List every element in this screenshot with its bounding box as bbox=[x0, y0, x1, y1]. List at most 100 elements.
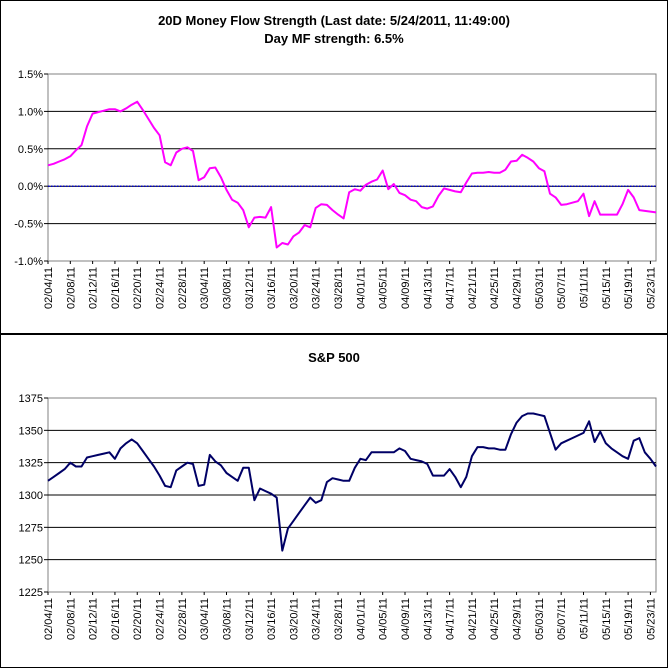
data-point bbox=[538, 167, 540, 169]
data-point bbox=[153, 466, 155, 468]
data-point bbox=[337, 214, 339, 216]
x-tick-label: 04/01/11 bbox=[355, 598, 367, 640]
x-tick-label: 03/28/11 bbox=[333, 598, 345, 640]
data-point bbox=[426, 463, 428, 465]
x-tick-label: 05/07/11 bbox=[556, 267, 568, 309]
data-point bbox=[270, 493, 272, 495]
data-point bbox=[560, 442, 562, 444]
data-point bbox=[393, 183, 395, 185]
data-point bbox=[532, 413, 534, 415]
data-point bbox=[86, 457, 88, 459]
data-point bbox=[108, 108, 110, 110]
x-tick-label: 04/29/11 bbox=[512, 598, 524, 640]
data-point bbox=[638, 437, 640, 439]
x-tick-label: 02/16/11 bbox=[110, 598, 122, 640]
data-point bbox=[298, 232, 300, 234]
y-tick-label: 0.0% bbox=[18, 181, 43, 193]
y-tick-label: 1.5% bbox=[18, 69, 43, 81]
data-point bbox=[521, 154, 523, 156]
data-point bbox=[203, 176, 205, 178]
data-point bbox=[449, 189, 451, 191]
data-point bbox=[499, 172, 501, 174]
data-point bbox=[638, 209, 640, 211]
data-point bbox=[477, 172, 479, 174]
data-point bbox=[315, 502, 317, 504]
data-point bbox=[359, 458, 361, 460]
data-point bbox=[543, 415, 545, 417]
data-point bbox=[432, 475, 434, 477]
data-point bbox=[69, 155, 71, 157]
data-point bbox=[577, 435, 579, 437]
data-point bbox=[488, 447, 490, 449]
data-point bbox=[549, 193, 551, 195]
y-tick-label: 1325 bbox=[19, 458, 43, 470]
data-point bbox=[164, 161, 166, 163]
data-point bbox=[320, 499, 322, 501]
x-tick-label: 05/15/11 bbox=[601, 598, 613, 640]
data-point bbox=[348, 480, 350, 482]
data-point bbox=[86, 125, 88, 127]
y-tick-label: -0.5% bbox=[14, 219, 43, 231]
data-point bbox=[566, 203, 568, 205]
data-point bbox=[97, 454, 99, 456]
data-point bbox=[175, 152, 177, 154]
data-point bbox=[220, 464, 222, 466]
data-point bbox=[292, 235, 294, 237]
data-point bbox=[521, 415, 523, 417]
chart-title: 20D Money Flow Strength (Last date: 5/24… bbox=[158, 13, 510, 28]
sp500-panel: S&P 500 1375 1350 1325 1300 1275 1250 1225 02/0… bbox=[1, 335, 667, 667]
data-point bbox=[454, 476, 456, 478]
data-point bbox=[337, 479, 339, 481]
data-point bbox=[616, 214, 618, 216]
data-point bbox=[242, 467, 244, 469]
data-point bbox=[343, 217, 345, 219]
x-tick-label: 02/28/11 bbox=[177, 598, 189, 640]
money-flow-chart: 1.5% 1.0% 0.5% 0.0% -0.5% -1.0%02/04/11 02/08/… bbox=[14, 69, 657, 309]
data-point bbox=[516, 160, 518, 162]
data-point bbox=[142, 450, 144, 452]
chart-subtitle: Day MF strength: 6.5% bbox=[264, 31, 404, 46]
data-point bbox=[276, 247, 278, 249]
money-flow-panel: 20D Money Flow Strength (Last date: 5/24… bbox=[1, 1, 667, 335]
data-point bbox=[599, 431, 601, 433]
data-point bbox=[242, 209, 244, 211]
x-tick-label: 02/04/11 bbox=[43, 598, 55, 640]
data-point bbox=[253, 217, 255, 219]
data-point bbox=[605, 214, 607, 216]
data-point bbox=[53, 163, 55, 165]
data-point bbox=[131, 104, 133, 106]
x-tick-label: 04/21/11 bbox=[467, 267, 479, 309]
data-point bbox=[627, 189, 629, 191]
x-tick-label: 04/09/11 bbox=[400, 267, 412, 309]
data-point bbox=[170, 486, 172, 488]
y-tick-label: 1300 bbox=[19, 490, 43, 502]
data-point bbox=[253, 499, 255, 501]
x-tick-label: 03/08/11 bbox=[221, 598, 233, 640]
x-tick-label: 03/12/11 bbox=[244, 267, 256, 309]
x-tick-label: 02/12/11 bbox=[88, 598, 100, 640]
data-point bbox=[393, 451, 395, 453]
data-point bbox=[421, 206, 423, 208]
data-point bbox=[142, 109, 144, 111]
x-tick-label: 05/11/11 bbox=[578, 598, 590, 639]
data-point bbox=[75, 149, 77, 151]
data-point bbox=[326, 204, 328, 206]
data-point bbox=[543, 170, 545, 172]
data-point bbox=[655, 466, 657, 468]
x-tick-label: 03/20/11 bbox=[288, 267, 300, 309]
data-point bbox=[81, 144, 83, 146]
data-point bbox=[231, 199, 233, 201]
data-point bbox=[287, 244, 289, 246]
data-point bbox=[248, 226, 250, 228]
data-point bbox=[92, 113, 94, 115]
data-point bbox=[186, 146, 188, 148]
data-point bbox=[432, 205, 434, 207]
data-point bbox=[332, 477, 334, 479]
x-tick-label: 02/16/11 bbox=[110, 267, 122, 309]
data-point bbox=[332, 209, 334, 211]
data-point bbox=[616, 451, 618, 453]
y-tick-label: 1.0% bbox=[18, 106, 43, 118]
x-tick-label: 05/15/11 bbox=[601, 267, 613, 309]
data-point bbox=[326, 481, 328, 483]
data-point bbox=[365, 184, 367, 186]
